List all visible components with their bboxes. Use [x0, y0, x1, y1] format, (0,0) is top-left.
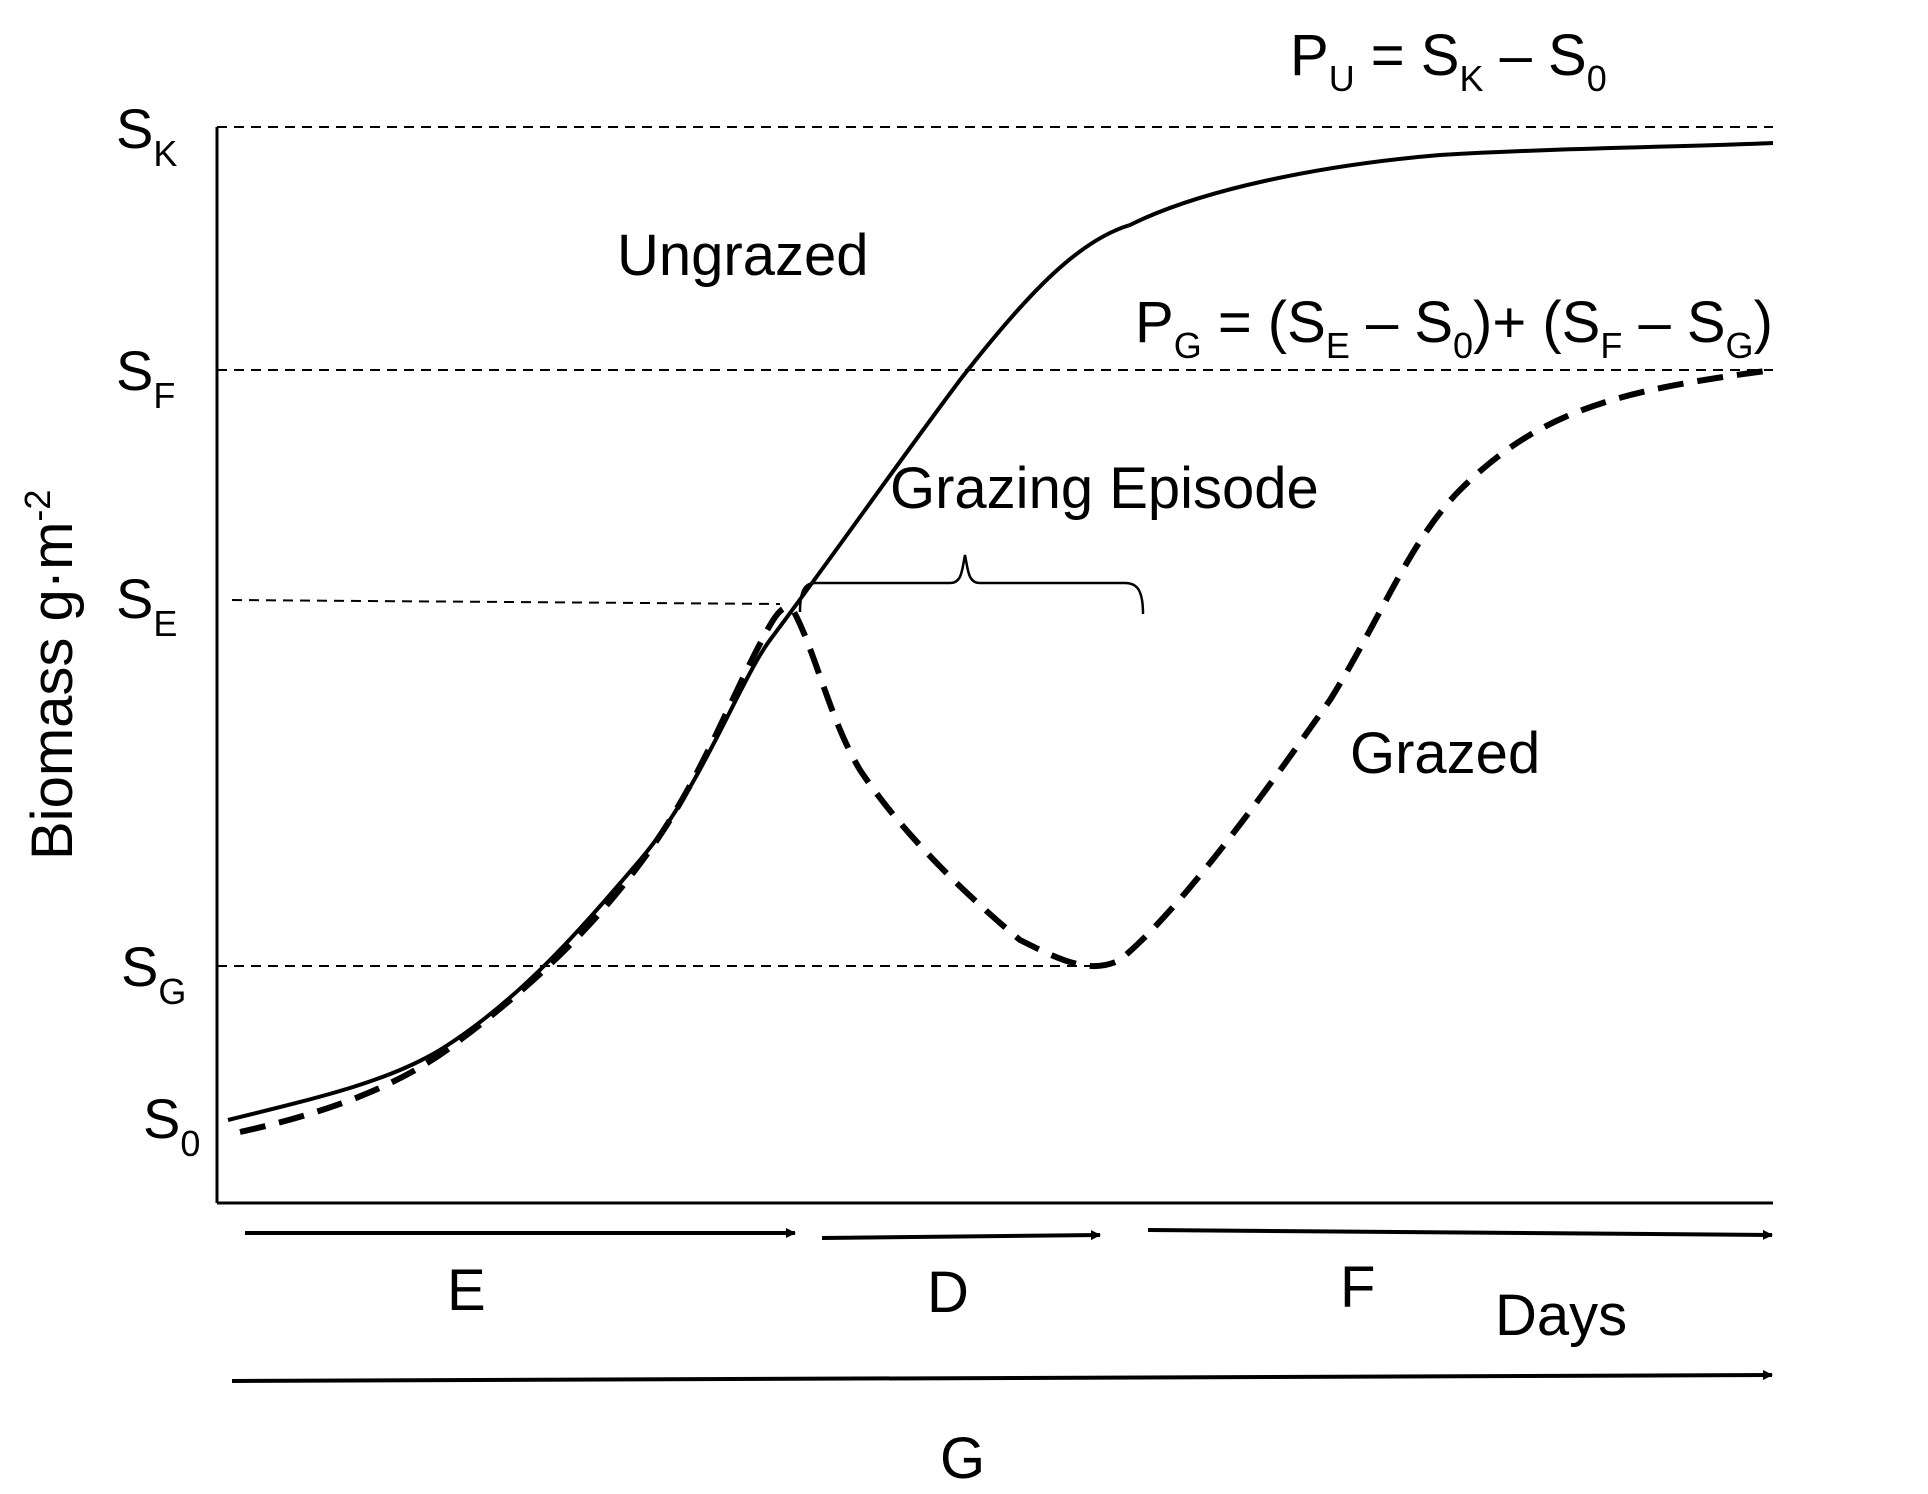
pg-c-sub: F [1600, 325, 1622, 366]
label-s0-main: S [143, 1087, 180, 1150]
se-reference-line [231, 599, 781, 605]
period-f-arrow [1147, 1228, 1773, 1240]
pu-p-sub: U [1329, 58, 1355, 99]
label-s0: S0 [143, 1087, 200, 1164]
pg-close: ) [1754, 290, 1773, 355]
grazed-label: Grazed [1350, 721, 1540, 786]
pg-d-sub: G [1726, 325, 1754, 366]
pu-s2: S [1548, 23, 1587, 88]
y-axis-unit-text: ·m [20, 522, 85, 590]
pg-b-sub: 0 [1453, 325, 1473, 366]
pg-a-sub: E [1326, 325, 1350, 366]
x-axis-title: Days [1495, 1283, 1627, 1348]
period-d-label: D [927, 1260, 969, 1325]
label-sg: SG [121, 935, 186, 1012]
grazing-episode-brace [798, 554, 1145, 615]
period-f-label: F [1340, 1255, 1375, 1320]
pg-m1: – [1350, 290, 1415, 355]
pg-b: S [1414, 290, 1453, 355]
label-sk: SK [116, 97, 177, 174]
pu-minus: – [1484, 23, 1549, 88]
ungrazed-label: Ungrazed [617, 223, 868, 288]
label-s0-sub: 0 [180, 1123, 200, 1164]
grazing-episode-label: Grazing Episode [890, 456, 1319, 521]
pu-s1: S [1421, 23, 1460, 88]
pg-d: S [1687, 290, 1726, 355]
pg-p: P [1135, 290, 1174, 355]
label-sg-main: S [121, 935, 158, 998]
pg-c: S [1562, 290, 1601, 355]
label-se-main: S [116, 567, 153, 630]
period-d-arrow [821, 1230, 1101, 1241]
label-sf-main: S [116, 339, 153, 402]
pu-p: P [1290, 23, 1329, 88]
pu-s2-sub: 0 [1587, 58, 1607, 99]
pg-a: S [1287, 290, 1326, 355]
y-axis-title: Biomass g·m-2 [17, 490, 85, 860]
ungrazed-curve [227, 141, 1774, 1122]
label-sg-sub: G [158, 971, 186, 1012]
pu-eq: = [1355, 23, 1421, 88]
pg-mid: )+ ( [1473, 290, 1562, 355]
label-sk-sub: K [153, 133, 177, 174]
pg-formula: PG = (SE – S0)+ (SF – SG) [1135, 290, 1773, 366]
pu-s1-sub: K [1459, 58, 1483, 99]
pg-eq: = ( [1202, 290, 1287, 355]
y-axis-exponent-text: -2 [17, 490, 58, 522]
label-sf: SF [116, 339, 175, 416]
period-g-label: G [940, 1426, 985, 1489]
pg-m2: – [1622, 290, 1687, 355]
period-e-label: E [447, 1258, 486, 1323]
label-sk-main: S [116, 97, 153, 160]
label-se-sub: E [153, 603, 177, 644]
label-se: SE [116, 567, 177, 644]
y-axis-label-text: Biomass g [20, 589, 85, 860]
pg-p-sub: G [1174, 325, 1202, 366]
pu-formula: PU = SK – S0 [1290, 23, 1607, 99]
label-sf-sub: F [153, 375, 175, 416]
period-g-arrow [231, 1370, 1773, 1383]
